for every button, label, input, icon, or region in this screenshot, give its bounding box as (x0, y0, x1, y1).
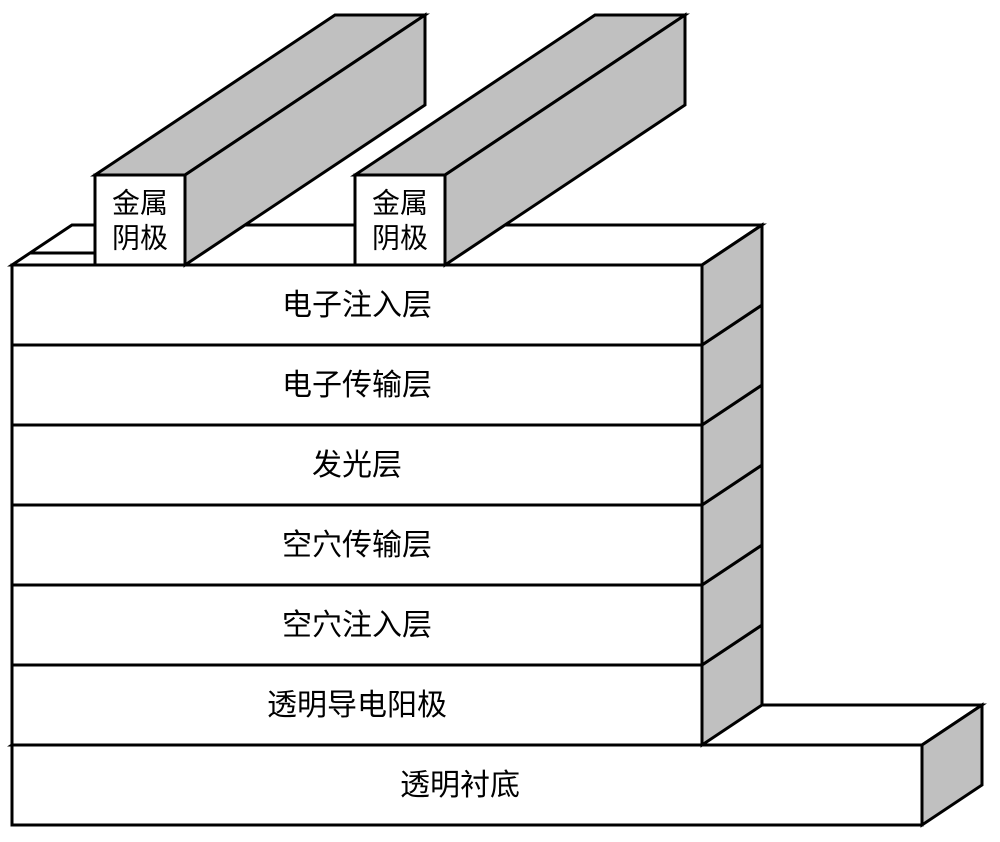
oled-layer-diagram: 透明衬底 透明导电阳极 空穴注入层 空穴传输层 发光层 电子传输层 电子注入层 (0, 0, 1000, 842)
cathode-right-label-1: 金属 (372, 187, 428, 218)
layer-htl-label: 空穴传输层 (282, 529, 432, 562)
layer-eml-label: 发光层 (312, 449, 402, 482)
layer-anode-label: 透明导电阳极 (267, 689, 447, 722)
layer-hil-label: 空穴注入层 (282, 609, 432, 642)
layer-eil-label: 电子注入层 (282, 289, 432, 322)
cathode-right-label-2: 阴极 (372, 222, 428, 253)
layer-substrate-label: 透明衬底 (400, 769, 520, 802)
cathode-left-label-2: 阴极 (112, 222, 168, 253)
layer-etl-label: 电子传输层 (282, 369, 432, 402)
cathode-left-label-1: 金属 (112, 187, 168, 218)
